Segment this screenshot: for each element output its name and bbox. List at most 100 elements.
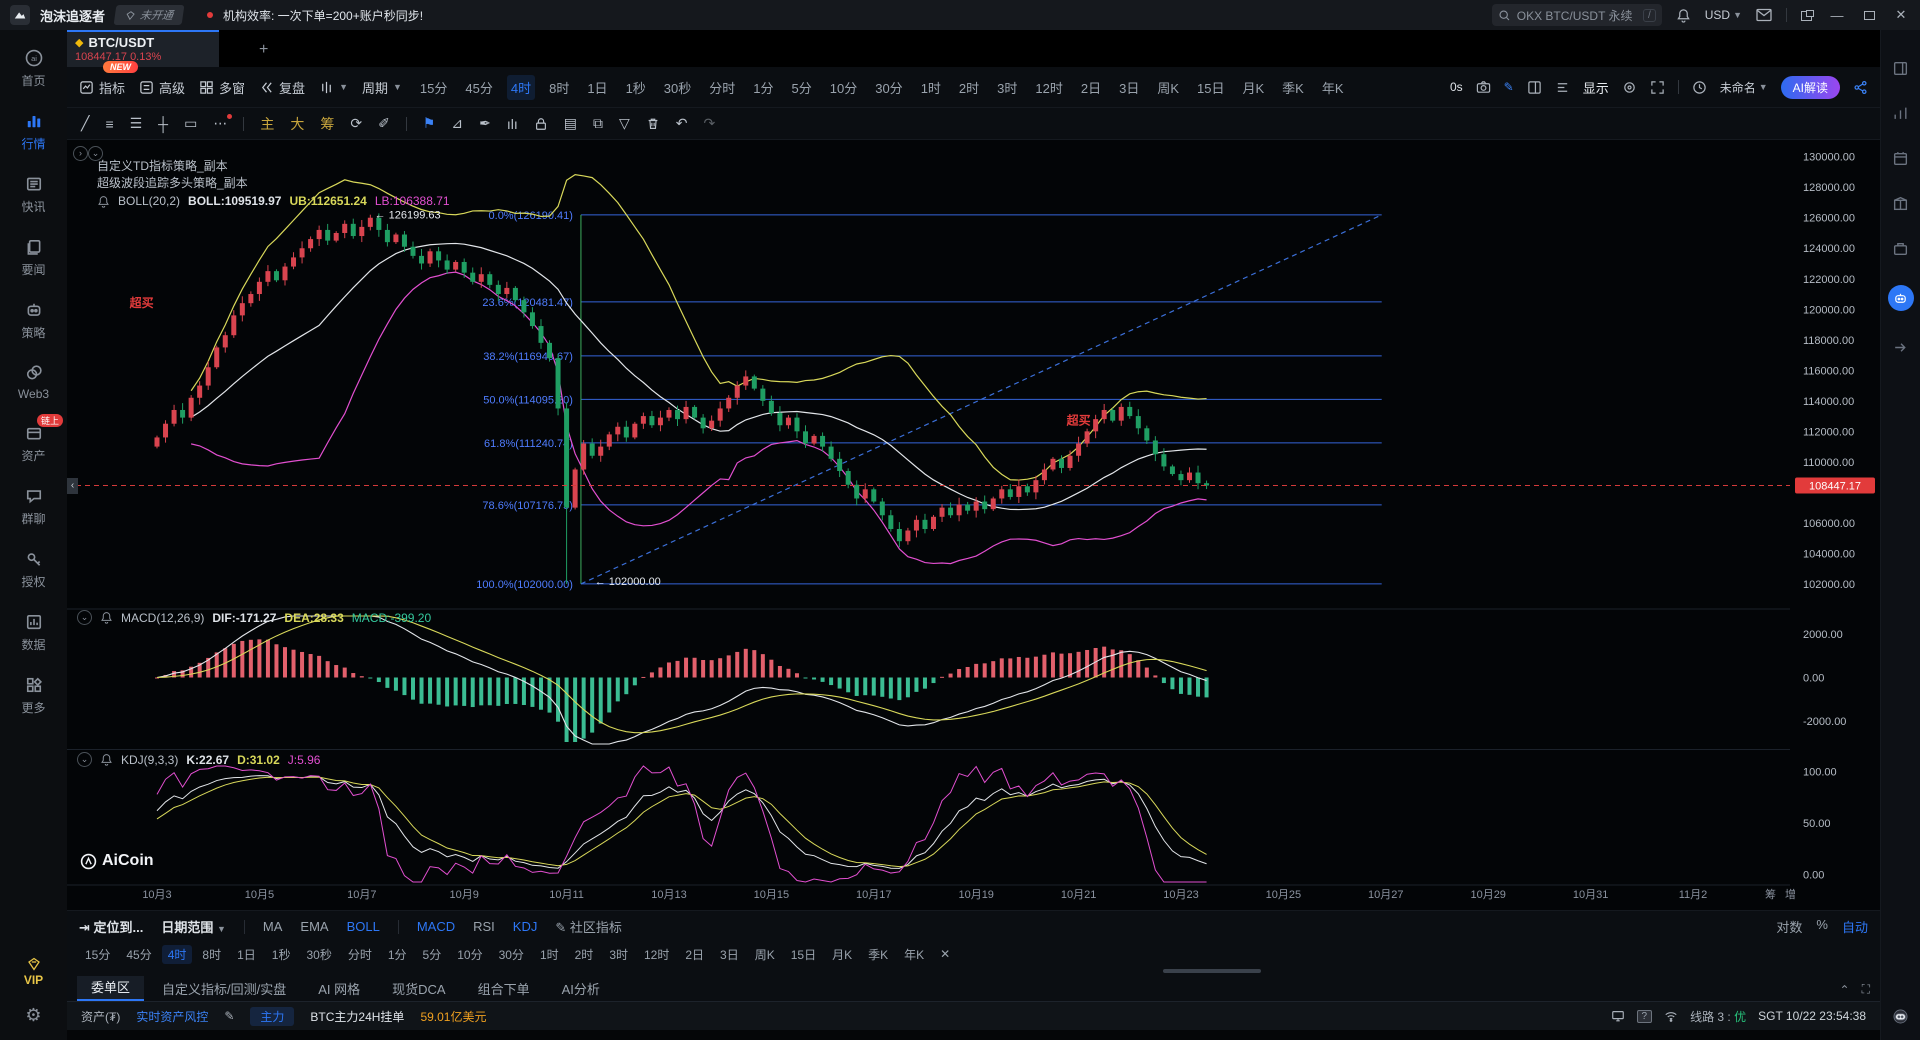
timeframe-3时[interactable]: 3时 bbox=[993, 75, 1021, 100]
chart-area[interactable]: 0.0%(126190.41)23.6%(120481.47)38.2%(116… bbox=[67, 140, 1880, 910]
assets-label[interactable]: 资产(₮) bbox=[81, 1008, 120, 1025]
refresh-icon[interactable]: ⟳ bbox=[350, 115, 362, 132]
period-select[interactable]: 周期▼ bbox=[362, 78, 402, 97]
timeframe-2时[interactable]: 2时 bbox=[955, 75, 983, 100]
vip-status-badge[interactable]: 未开通 bbox=[114, 5, 185, 25]
timeframe-15日[interactable]: 15日 bbox=[1193, 75, 1228, 100]
timeframe-45分[interactable]: 45分 bbox=[461, 75, 496, 100]
timeframe-12时[interactable]: 12时 bbox=[1031, 75, 1066, 100]
mail-icon[interactable] bbox=[1756, 8, 1772, 22]
search-input[interactable]: OKX BTC/USDT 永续 / bbox=[1492, 4, 1662, 26]
chip-timeframe-4时[interactable]: 4时 bbox=[162, 945, 193, 964]
timeframe-10分[interactable]: 10分 bbox=[826, 75, 861, 100]
alert-bell-icon[interactable] bbox=[97, 195, 110, 208]
timeframe-4时[interactable]: 4时 bbox=[507, 75, 535, 100]
advanced-button[interactable]: 高级 bbox=[139, 78, 185, 97]
link-icon[interactable]: ⧉ bbox=[593, 115, 603, 132]
boll-label[interactable]: BOLL(20,2) bbox=[118, 194, 180, 208]
panel-layout-icon[interactable] bbox=[1892, 60, 1909, 77]
trash-icon[interactable] bbox=[646, 117, 660, 131]
scale-button-%[interactable]: % bbox=[1816, 917, 1828, 936]
chip-timeframe-季K[interactable]: 季K bbox=[862, 945, 894, 964]
arrow-panel-icon[interactable] bbox=[1892, 339, 1909, 356]
main-force-pill[interactable]: 主力 bbox=[250, 1007, 294, 1026]
trendline-tool-icon[interactable]: ╱ bbox=[81, 115, 89, 132]
kdj-label[interactable]: KDJ(9,3,3) bbox=[121, 753, 178, 767]
chip-timeframe-1秒[interactable]: 1秒 bbox=[266, 945, 297, 964]
indicators-button[interactable]: 指标 bbox=[79, 78, 125, 97]
layout-select[interactable]: 未命名▼ bbox=[1720, 79, 1768, 96]
signal-icon[interactable] bbox=[1892, 105, 1909, 122]
share-icon[interactable] bbox=[1853, 80, 1868, 95]
lock-icon[interactable] bbox=[534, 117, 548, 131]
username[interactable]: 泡沫追逐者 bbox=[40, 6, 105, 25]
sidebar-item-chat[interactable]: 群聊 bbox=[0, 486, 67, 527]
chip-timeframe-15分[interactable]: 15分 bbox=[79, 945, 116, 964]
indicator-button-EMA[interactable]: EMA bbox=[300, 919, 328, 934]
chip-timeframe-1日[interactable]: 1日 bbox=[231, 945, 262, 964]
help-icon[interactable]: ? bbox=[1637, 1010, 1653, 1023]
cross-tool-icon[interactable]: ┼ bbox=[158, 116, 168, 132]
sidebar-item-key[interactable]: 授权 bbox=[0, 549, 67, 590]
expand-panel-icon[interactable]: ⛶ bbox=[1862, 982, 1870, 997]
tab-btc-usdt[interactable]: ◆BTC/USDT 108447.17 0.13% NEW bbox=[67, 30, 219, 67]
timeframe-月K[interactable]: 月K bbox=[1238, 75, 1268, 100]
indicator-button-RSI[interactable]: RSI bbox=[473, 919, 495, 934]
chip-timeframe-3日[interactable]: 3日 bbox=[714, 945, 745, 964]
draw-pencil-icon[interactable]: ✎ bbox=[1504, 80, 1514, 94]
package-icon[interactable] bbox=[1892, 195, 1909, 212]
display-button[interactable]: 显示 bbox=[1583, 78, 1609, 97]
locate-button[interactable]: ⇥ 定位到... bbox=[79, 917, 143, 936]
price-line-handle[interactable]: ‹ bbox=[67, 478, 78, 494]
sidebar-item-data[interactable]: 数据 bbox=[0, 612, 67, 653]
sidebar-item-home[interactable]: ai首页 bbox=[0, 48, 67, 89]
rectangle-tool-icon[interactable]: ▭ bbox=[184, 115, 197, 132]
macd-label[interactable]: MACD(12,26,9) bbox=[121, 611, 204, 625]
macd-collapse-icon[interactable]: ⌄ bbox=[77, 610, 92, 625]
parallel-lines-tool-icon[interactable]: ≡ bbox=[105, 116, 113, 132]
note-icon[interactable]: ▤ bbox=[564, 115, 577, 132]
ruler-icon[interactable]: ⊿ bbox=[451, 115, 463, 132]
timeframe-1日[interactable]: 1日 bbox=[583, 75, 611, 100]
camera-icon[interactable] bbox=[1476, 80, 1491, 95]
undo-icon[interactable]: ↶ bbox=[676, 115, 688, 132]
indicator-button-BOLL[interactable]: BOLL bbox=[347, 919, 380, 934]
sidebar-item-robot[interactable]: 策略 bbox=[0, 300, 67, 341]
maximize-button[interactable] bbox=[1860, 8, 1878, 23]
chip-timeframe-10分[interactable]: 10分 bbox=[451, 945, 488, 964]
fullscreen-icon[interactable] bbox=[1650, 80, 1665, 95]
close-button[interactable]: ✕ bbox=[1892, 7, 1910, 23]
strategy-2[interactable]: 超级波段追踪多头策略_副本 bbox=[97, 175, 450, 192]
bell-icon[interactable] bbox=[1676, 8, 1691, 23]
timeframe-5分[interactable]: 5分 bbox=[788, 75, 816, 100]
strategy-1[interactable]: 自定义TD指标策略_副本 bbox=[97, 158, 450, 175]
sidebar-item-docs[interactable]: 要闻 bbox=[0, 237, 67, 278]
timeframe-分时[interactable]: 分时 bbox=[705, 75, 739, 100]
chip-timeframe-8时[interactable]: 8时 bbox=[196, 945, 227, 964]
timeframe-2日[interactable]: 2日 bbox=[1077, 75, 1105, 100]
timeframe-30秒[interactable]: 30秒 bbox=[660, 75, 695, 100]
bottom-tab-AI 网格[interactable]: AI 网格 bbox=[304, 976, 374, 1001]
timeframe-8时[interactable]: 8时 bbox=[545, 75, 573, 100]
chip-timeframe-1分[interactable]: 1分 bbox=[382, 945, 413, 964]
scale-button-自动[interactable]: 自动 bbox=[1842, 917, 1868, 936]
chip-timeframe-月K[interactable]: 月K bbox=[826, 945, 858, 964]
horizontal-lines-tool-icon[interactable]: ☰ bbox=[130, 115, 143, 132]
replay-button[interactable]: 复盘 bbox=[259, 78, 305, 97]
list-settings-icon[interactable] bbox=[1555, 80, 1570, 95]
add-tab-button[interactable]: + bbox=[259, 41, 268, 59]
redo-icon[interactable]: ↷ bbox=[703, 115, 715, 132]
timeframe-年K[interactable]: 年K bbox=[1318, 75, 1348, 100]
target-icon[interactable] bbox=[1622, 80, 1637, 95]
bookmark-icon[interactable]: ⚑ bbox=[423, 115, 436, 132]
pattern-icon[interactable]: ılı bbox=[507, 116, 518, 132]
more-tools-icon[interactable]: ⋯ bbox=[213, 115, 227, 132]
bottom-tab-AI分析[interactable]: AI分析 bbox=[548, 976, 614, 1001]
sidebar-item-vip[interactable]: VIP bbox=[24, 957, 43, 987]
monitor-icon[interactable] bbox=[1611, 1009, 1625, 1023]
ai-assistant-button[interactable] bbox=[1888, 285, 1914, 311]
candlestick-chart[interactable]: 0.0%(126190.41)23.6%(120481.47)38.2%(116… bbox=[67, 140, 1880, 910]
filter-icon[interactable]: ▽ bbox=[619, 115, 630, 132]
multiwindow-button[interactable]: 多窗 bbox=[199, 78, 245, 97]
bottom-tab-委单区[interactable]: 委单区 bbox=[77, 974, 144, 1001]
